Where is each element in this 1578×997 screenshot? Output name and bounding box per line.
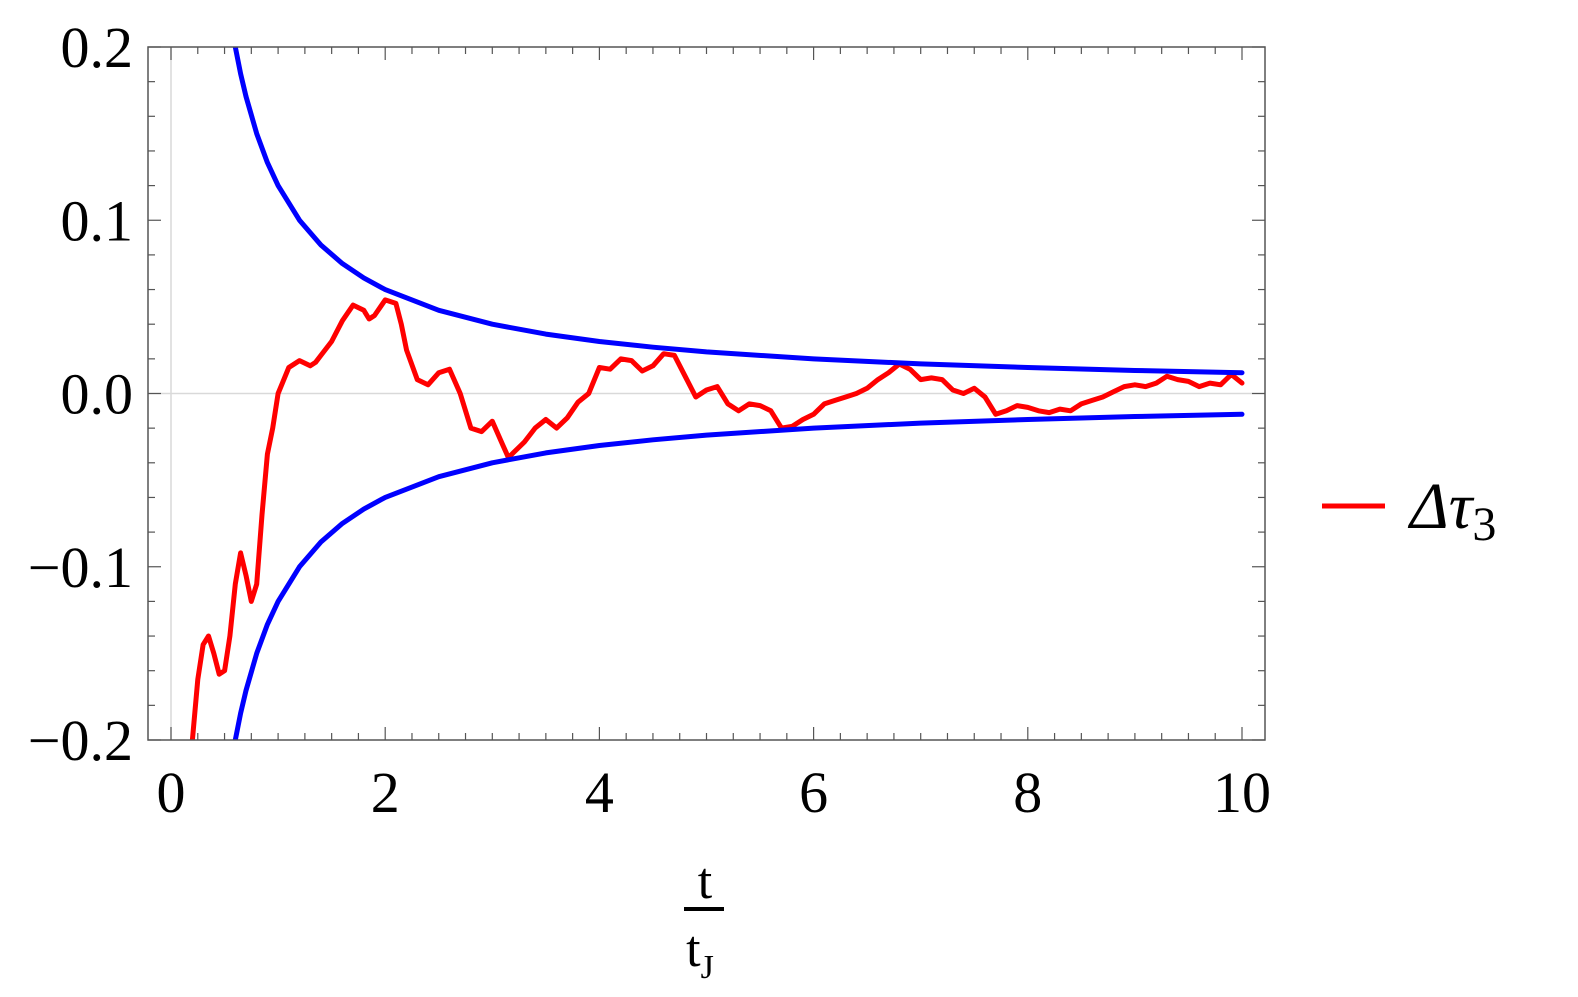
x-tick-label: 0 xyxy=(157,760,186,825)
x-axis-label-denominator: tJ xyxy=(686,921,714,986)
legend-label: Δτ3 xyxy=(1407,470,1496,551)
series-line-0 xyxy=(189,297,1245,740)
x-axis-label: t tJ xyxy=(684,853,724,986)
x-tick-label: 4 xyxy=(585,760,614,825)
x-axis-label-numerator: t xyxy=(698,853,713,910)
series-line-1 xyxy=(232,47,1245,376)
y-tick-label: 0.0 xyxy=(61,362,134,427)
y-tick-label: −0.2 xyxy=(28,708,133,773)
zero-lines xyxy=(148,47,1265,740)
series-layer xyxy=(189,47,1245,740)
y-tick-label: 0.2 xyxy=(61,15,134,80)
series-line-2 xyxy=(232,411,1245,740)
legend: Δτ3 xyxy=(1322,470,1496,551)
x-tick-label: 2 xyxy=(371,760,400,825)
tick-labels: 0 2 4 6 8 10 −0.2 −0.1 0.0 0.1 0.2 xyxy=(28,15,1271,825)
y-tick-label: 0.1 xyxy=(61,188,134,253)
x-tick-label: 8 xyxy=(1013,760,1042,825)
y-tick-label: −0.1 xyxy=(28,535,133,600)
x-tick-label: 6 xyxy=(799,760,828,825)
x-tick-label: 10 xyxy=(1213,760,1271,825)
ticks-layer xyxy=(148,46,1265,741)
